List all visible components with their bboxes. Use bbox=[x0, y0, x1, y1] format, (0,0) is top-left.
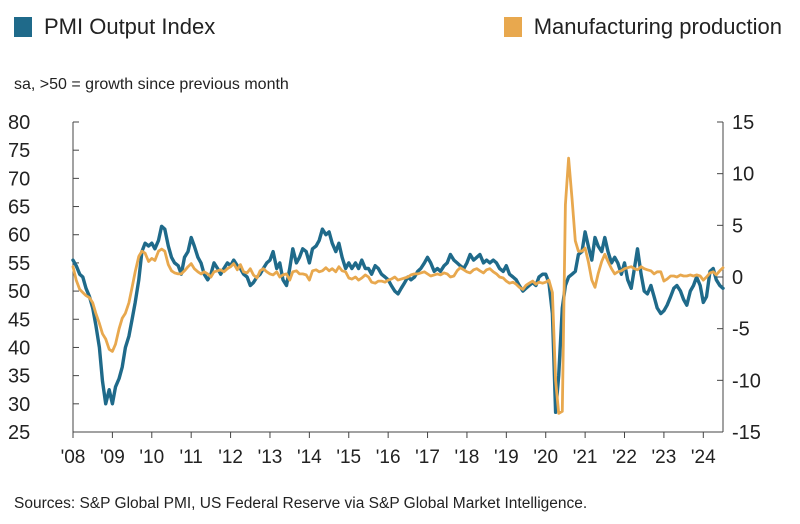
left-axis-tick-label: 25 bbox=[8, 422, 30, 444]
left-axis-tick-label: 60 bbox=[8, 225, 30, 247]
x-axis-tick-label: '12 bbox=[218, 447, 243, 468]
left-axis-tick-label: 80 bbox=[8, 112, 30, 134]
legend-label-pmi-output: PMI Output Index bbox=[44, 14, 216, 39]
x-axis-tick-label: '08 bbox=[61, 447, 86, 468]
right-axis-tick-label: 5 bbox=[732, 215, 743, 237]
x-axis-tick-label: '11 bbox=[180, 447, 203, 468]
right-axis-tick-label: -5 bbox=[732, 319, 750, 341]
left-axis-tick-label: 75 bbox=[8, 140, 30, 162]
legend: PMI Output Index Manufacturing productio… bbox=[14, 14, 790, 44]
chart-subtitle: sa, >50 = growth since previous month bbox=[14, 76, 289, 93]
left-axis-tick-label: 30 bbox=[8, 394, 30, 416]
x-axis-tick-label: '24 bbox=[691, 447, 716, 468]
left-axis-tick-label: 70 bbox=[8, 168, 30, 190]
right-axis-tick-label: 10 bbox=[732, 164, 754, 186]
x-axis-tick-label: '18 bbox=[455, 447, 480, 468]
right-axis-tick-label: -15 bbox=[732, 422, 761, 444]
left-axis-tick-label: 50 bbox=[8, 281, 30, 303]
series-line-manufacturing-production bbox=[71, 156, 725, 415]
x-axis-tick-label: '19 bbox=[494, 447, 519, 468]
x-axis-tick-label: '10 bbox=[139, 447, 164, 468]
legend-item-pmi-output: PMI Output Index bbox=[14, 14, 215, 40]
x-axis-tick-label: '13 bbox=[258, 447, 283, 468]
x-axis-tick-label: '23 bbox=[652, 447, 677, 468]
x-axis-tick-label: '20 bbox=[533, 447, 558, 468]
x-axis-tick-label: '16 bbox=[376, 447, 401, 468]
legend-item-manufacturing-production: Manufacturing production bbox=[503, 14, 782, 40]
right-axis-tick-label: 0 bbox=[732, 267, 743, 289]
x-axis-tick-label: '21 bbox=[573, 447, 598, 468]
left-axis-tick-label: 35 bbox=[8, 366, 30, 388]
right-axis-tick-label: 15 bbox=[732, 112, 754, 134]
x-axis-tick-label: '09 bbox=[100, 447, 125, 468]
legend-swatch-manufacturing-production bbox=[503, 17, 522, 37]
right-axis-tick-label: -10 bbox=[732, 370, 761, 392]
left-axis-tick-label: 55 bbox=[8, 253, 30, 275]
left-axis-tick-label: 40 bbox=[8, 337, 30, 359]
x-axis-tick-label: '14 bbox=[297, 447, 322, 468]
x-axis-tick-label: '15 bbox=[336, 447, 361, 468]
left-axis-tick-label: 65 bbox=[8, 197, 30, 219]
source-note: Sources: S&P Global PMI, US Federal Rese… bbox=[14, 495, 588, 512]
left-axis-tick-label: 45 bbox=[8, 309, 30, 331]
x-axis-tick-label: '17 bbox=[415, 447, 440, 468]
legend-label-manufacturing-production: Manufacturing production bbox=[533, 14, 782, 39]
x-axis-tick-label: '22 bbox=[612, 447, 637, 468]
legend-swatch-pmi-output bbox=[14, 17, 32, 37]
series-line-pmi-output-index bbox=[71, 224, 725, 414]
